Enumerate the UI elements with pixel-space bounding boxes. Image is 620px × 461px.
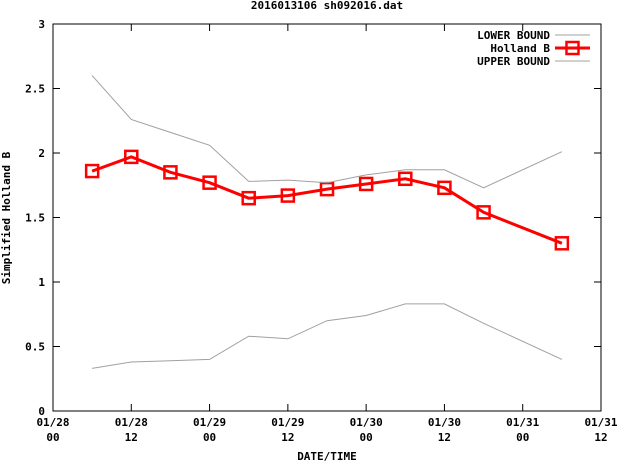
y-tick-label: 2.5 (25, 83, 45, 96)
x-tick-label-hour: 00 (46, 431, 59, 444)
y-tick-label: 3 (38, 18, 45, 31)
x-tick-label-hour: 00 (516, 431, 529, 444)
x-tick-label-hour: 00 (203, 431, 216, 444)
x-tick-label-date: 01/28 (36, 416, 69, 429)
y-axis-label: Simplified Holland B (0, 151, 13, 284)
data-point (84, 163, 100, 179)
x-tick-label-date: 01/31 (584, 416, 617, 429)
legend-label: UPPER BOUND (477, 55, 550, 68)
x-tick-label-hour: 12 (281, 431, 294, 444)
x-tick-label-date: 01/30 (428, 416, 461, 429)
data-point (398, 171, 413, 187)
data-point (163, 165, 178, 180)
x-tick-label-hour: 12 (594, 431, 607, 444)
y-tick-label: 2 (38, 147, 45, 160)
x-tick-label-date: 01/30 (350, 416, 383, 429)
data-point (241, 190, 256, 206)
series-line-0 (92, 303, 563, 369)
data-point (124, 149, 139, 165)
x-axis: 01/280001/281201/290001/291201/300001/30… (36, 24, 618, 444)
data-point (437, 180, 452, 196)
x-tick-label-hour: 00 (360, 431, 373, 444)
chart-title: 2016013106 sh092016.dat (251, 0, 403, 12)
series-layer (84, 75, 570, 369)
x-tick-label-date: 01/28 (115, 416, 148, 429)
data-point (554, 236, 570, 251)
x-tick-label-hour: 12 (438, 431, 451, 444)
y-tick-label: 0 (38, 405, 45, 418)
data-point (202, 175, 217, 190)
data-point (358, 176, 374, 192)
plot-frame (52, 23, 602, 412)
legend-label: Holland B (490, 42, 550, 55)
series-line-1 (91, 155, 563, 245)
data-point (280, 188, 296, 203)
y-tick-label: 0.5 (25, 341, 45, 354)
legend-label: LOWER BOUND (477, 29, 550, 42)
x-tick-label-date: 01/29 (271, 416, 304, 429)
series-line-2 (91, 75, 563, 189)
legend-marker (565, 40, 580, 56)
y-tick-label: 1.5 (25, 212, 45, 225)
x-tick-label-hour: 12 (125, 431, 138, 444)
x-tick-label-date: 01/29 (193, 416, 226, 429)
y-axis: 0 0.5 1 1.5 2 2.5 3 (25, 18, 601, 418)
x-axis-label: DATE/TIME (297, 450, 357, 461)
data-point (476, 205, 491, 220)
y-tick-label: 1 (38, 276, 45, 289)
x-tick-label-date: 01/31 (506, 416, 539, 429)
